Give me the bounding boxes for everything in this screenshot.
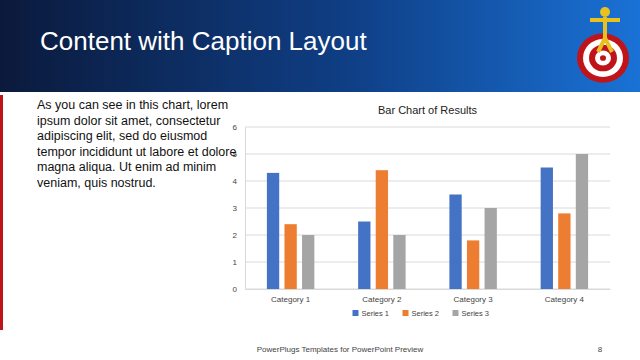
y-tick: 0 [233,285,245,294]
grid-line [245,127,610,128]
header-band [0,0,640,92]
page-number: 8 [598,345,603,354]
y-tick-label: 4 [233,177,238,186]
x-tick-label: Category 2 [362,295,402,304]
x-axis: Category 1 Category 2 Category 3 Category 4 [246,289,611,304]
y-tick: 2 [233,231,245,240]
x-tick: Category 4 [545,289,585,304]
bar [358,222,370,290]
footer: PowerPlugs Templates for PowerPoint Prev… [257,345,424,354]
bars [267,154,588,289]
legend-label: Series 3 [462,309,490,318]
bar [576,154,588,289]
bar [558,213,570,289]
x-axis-line [246,289,611,290]
y-tick-label: 3 [233,204,238,213]
legend-swatch [353,310,359,316]
bar [284,224,296,289]
target-icon [577,7,629,83]
grid-line [245,235,610,236]
x-tick-label: Category 1 [271,295,311,304]
y-tick-label: 2 [233,231,238,240]
legend-label: Series 1 [362,309,390,318]
grid-line [245,181,610,182]
bar [449,195,461,290]
y-tick-label: 0 [233,285,238,294]
x-tick: Category 1 [271,289,311,304]
y-tick: 1 [233,258,245,267]
grid-line [245,208,610,209]
y-tick: 3 [233,204,245,213]
accent-strip [0,95,3,330]
y-tick: 4 [233,177,245,186]
slide-title: Content with Caption Layout [40,26,367,56]
bar [376,170,388,289]
target-ring [589,45,617,72]
y-tick: 6 [233,123,245,132]
grid-line [245,289,610,290]
legend-label: Series 2 [412,309,440,318]
chart-title: Bar Chart of Results [378,104,478,116]
bar [302,235,314,289]
y-tick-label: 6 [233,123,238,132]
grid [245,127,610,289]
target-ring [595,50,611,65]
bar [485,208,497,289]
figure-head [600,7,610,17]
grid-line [245,262,610,263]
bar [393,235,405,289]
y-axis-line [245,128,246,290]
x-tick: Category 2 [362,289,402,304]
legend-swatch [453,310,459,316]
legend-swatch [403,310,409,316]
target-ring [600,55,606,61]
caption: As you can see in this chart, lorem ipsu… [37,98,237,191]
figure-body [590,17,620,52]
legend: Series 1 Series 2 Series 3 [353,309,490,318]
x-tick: Category 3 [454,289,494,304]
bar [541,168,553,290]
x-tick-label: Category 3 [454,295,494,304]
bar [467,240,479,289]
grid-line [245,154,610,155]
y-tick-label: 1 [233,258,238,267]
bar [267,173,279,289]
x-tick-label: Category 4 [545,295,585,304]
